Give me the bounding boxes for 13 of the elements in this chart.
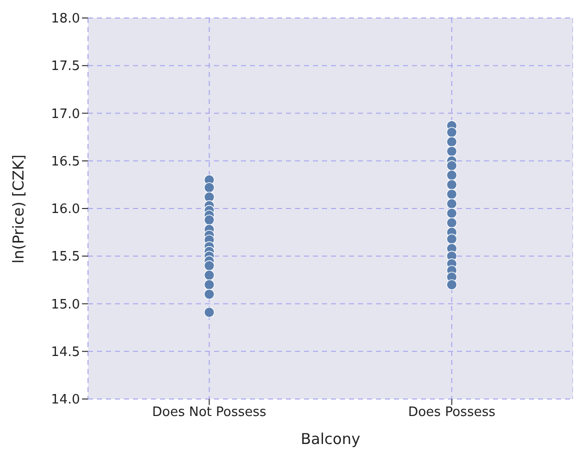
y-tick-label: 15.0 [51,297,80,312]
x-axis-title: Balcony [300,430,360,448]
y-axis-title: ln(Price) [CZK] [9,154,28,264]
y-tick-label: 17.0 [51,106,80,122]
y-tick-label: 15.5 [51,250,80,265]
y-tick-label: 14.0 [51,392,80,408]
x-tick-label: Does Possess [408,405,496,420]
y-tick-label: 14.5 [51,344,80,360]
y-tick-label: 18.0 [51,12,80,27]
y-tick-label: 17.5 [51,59,80,74]
y-tick-label: 16.0 [51,202,80,218]
x-tick-label: Does Not Possess [152,405,267,420]
y-tick-label: 16.5 [51,154,80,170]
